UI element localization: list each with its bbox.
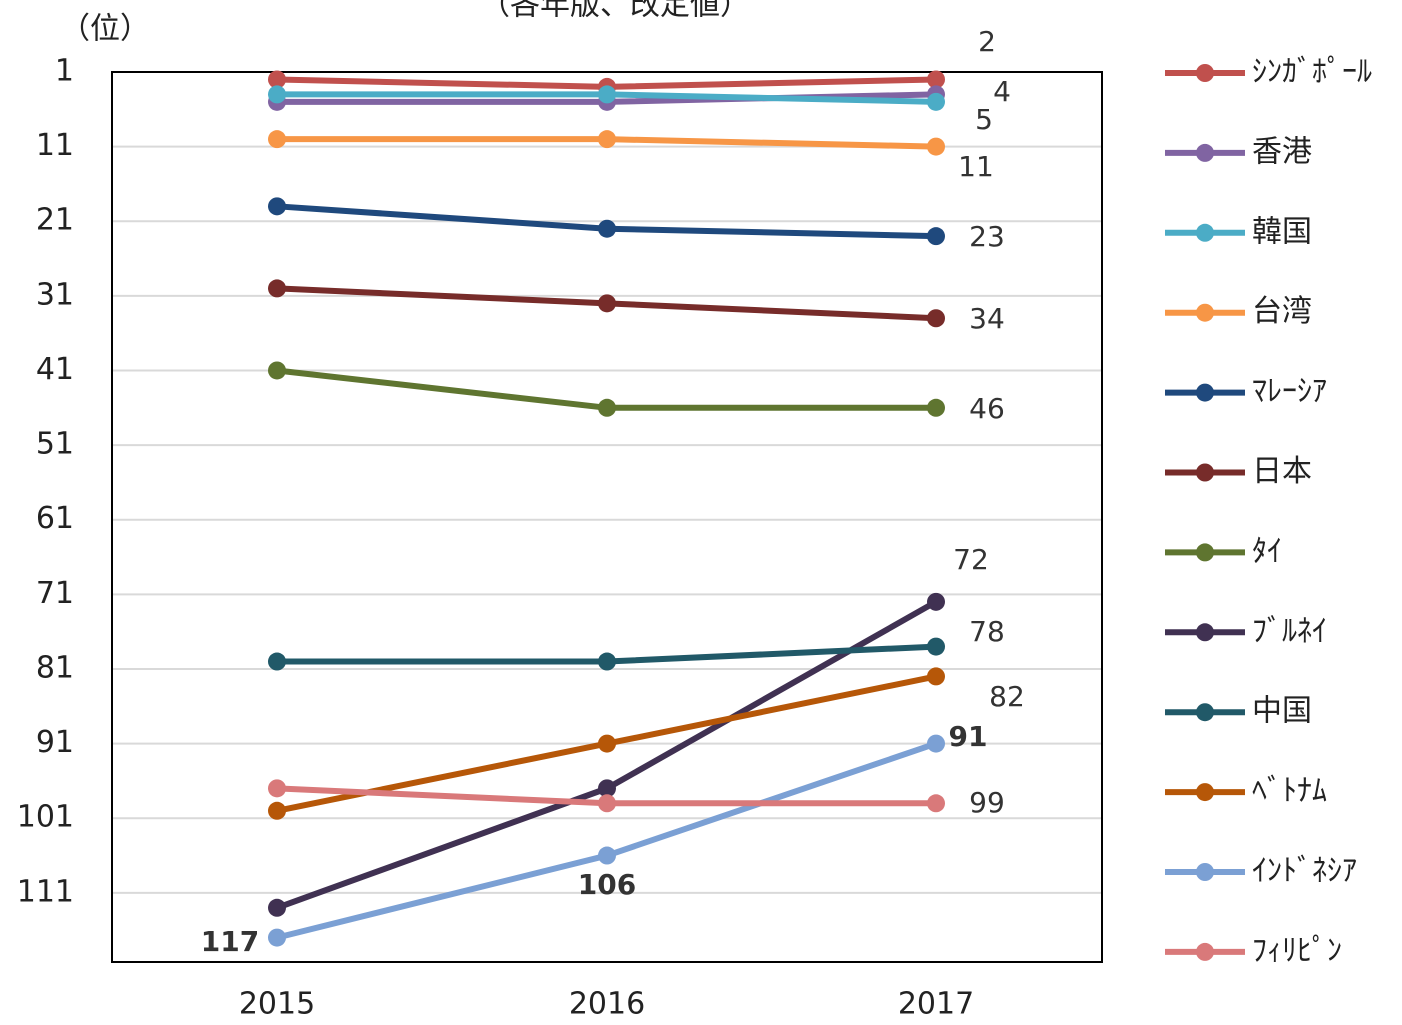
point [268,801,286,820]
legend-label: 日本 [1252,454,1312,489]
point [927,398,945,417]
point [927,734,945,753]
point [268,197,286,216]
y-tick-label: 81 [36,650,74,685]
legend-label: ﾌﾞﾙﾈｲ [1252,614,1327,649]
y-tick-label: 1 [55,54,74,89]
legend-marker [1196,863,1214,881]
legend-label: ｼﾝｶﾞﾎﾟｰﾙ [1252,55,1372,90]
point [598,794,616,813]
point [927,637,945,656]
point [268,130,286,149]
legend-marker [1196,942,1214,961]
point [268,652,286,671]
data-label: 4 [993,75,1011,108]
legend-label: ﾍﾞﾄﾅﾑ [1252,774,1327,809]
legend-marker [1196,463,1214,482]
point [927,227,945,246]
legend-label: 香港 [1252,134,1312,169]
legend-marker [1196,64,1214,82]
point [927,92,945,111]
point [598,652,616,671]
legend-label: ﾏﾚｰｼｱ [1252,374,1327,409]
data-label: 5 [975,103,993,136]
x-tick-label: 2016 [569,987,645,1022]
data-label: 2 [978,25,996,58]
y-tick-label: 91 [36,725,74,760]
data-label: 72 [953,543,989,576]
chart-title: （各年版、改定値） [480,0,750,23]
legend-marker [1196,543,1214,562]
data-label: 91 [949,720,988,753]
legend-label: ｲﾝﾄﾞﾈｼｱ [1252,854,1357,889]
point [268,70,286,89]
point [927,667,945,686]
point [927,309,945,328]
y-tick-label: 51 [36,427,74,462]
plot-frame [111,71,1103,963]
point [598,85,616,104]
point [268,928,286,947]
data-label: 34 [969,302,1005,335]
legend-label: 中国 [1252,694,1312,729]
point [268,279,286,298]
point [927,137,945,156]
y-tick-label: 41 [36,352,74,387]
legend-label: 台湾 [1252,294,1312,329]
y-tick-label: 21 [36,203,74,238]
y-tick-label: 111 [17,874,74,909]
legend-marker [1196,143,1214,162]
series-line [276,740,937,941]
point [598,779,616,798]
point [268,85,286,104]
point [268,779,286,798]
point [927,592,945,611]
legend-marker [1196,623,1214,642]
data-label: 117 [201,925,259,958]
point [927,70,945,89]
point [598,734,616,753]
legend-marker [1196,783,1214,802]
y-axis-label: （位） [60,12,150,47]
point [927,794,945,813]
point [598,846,616,865]
point [598,398,616,417]
point [598,294,616,313]
data-label: 106 [578,868,636,901]
point [598,130,616,149]
data-label: 82 [989,680,1025,713]
x-tick-label: 2017 [898,987,974,1022]
legend-label: ﾀｲ [1252,534,1282,569]
data-label: 23 [969,220,1005,253]
y-tick-label: 31 [36,277,74,312]
data-label: 99 [969,786,1005,819]
y-tick-label: 61 [36,501,74,536]
data-label: 11 [958,150,994,183]
legend-marker [1196,703,1214,722]
x-tick-label: 2015 [239,987,315,1022]
legend-marker [1196,383,1214,402]
y-tick-label: 11 [36,128,74,163]
y-tick-label: 101 [17,800,74,835]
legend-label: 韓国 [1252,214,1312,249]
point [598,219,616,238]
data-label: 78 [969,615,1005,648]
legend-label: ﾌｨﾘﾋﾟﾝ [1252,933,1342,968]
data-label: 46 [969,392,1005,425]
point [268,361,286,380]
point [268,898,286,917]
legend-marker [1196,223,1214,242]
y-tick-label: 71 [36,576,74,611]
legend-marker [1196,303,1214,322]
